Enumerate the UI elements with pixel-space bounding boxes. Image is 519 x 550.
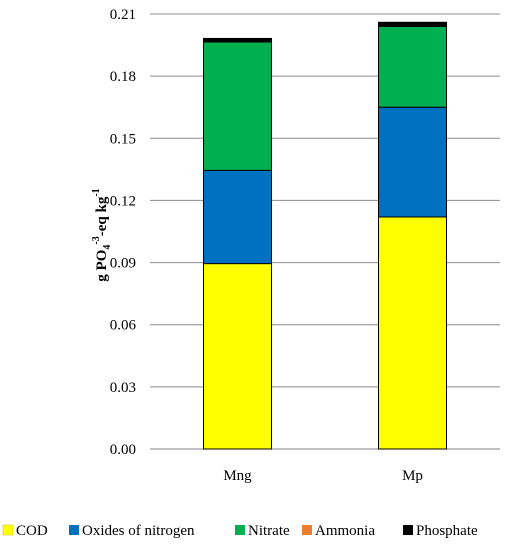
bar-segment-nitrate-mng [203,41,272,171]
x-tick-label: Mng [223,468,252,484]
y-tick-label: 0.12 [110,193,136,209]
y-axis-title-tail: -eq kg [94,196,110,236]
y-axis-title-sub: 4 [102,245,113,250]
bar-segment-phosphate-mng [203,37,272,42]
bar-segment-oxides-of-nitrogen-mng [203,169,272,265]
y-tick-label: 0.09 [110,256,136,272]
legend-label: Ammonia [315,523,375,539]
y-tick-label: 0.18 [110,69,136,85]
bar-segment-cod-mp [378,216,447,450]
legend-swatch [302,525,312,535]
legend-label: Phosphate [416,523,478,539]
y-tick-label: 0.06 [110,318,137,334]
legend-swatch [403,525,413,535]
x-tick-label: Mp [402,468,423,484]
y-axis-title: g PO4-3-eq kg-1 [91,188,113,281]
gridlines [150,13,500,450]
legend-swatch [235,525,245,535]
legend-label: Oxides of nitrogen [82,523,195,539]
bar-segment-cod-mng [203,263,272,450]
y-tick-label: 0.00 [110,442,136,458]
y-axis-title-tail-sup: -1 [91,188,102,196]
legend: COD Oxides of nitrogen Nitrate Ammonia Phosp… [2,523,478,539]
legend-label: Nitrate [248,523,290,539]
y-tick-labels: 0.00 0.03 0.06 0.09 0.12 0.15 0.18 0.21 [110,7,137,458]
bar-segment-nitrate-mp [378,25,447,108]
y-tick-label: 0.03 [110,380,136,396]
bar-segment-oxides-of-nitrogen-mp [378,106,447,218]
legend-swatch [69,525,79,535]
bar-segment-phosphate-mp [378,21,447,26]
legend-swatch [2,524,14,536]
y-axis-title-sup: -3 [91,236,102,244]
y-tick-label: 0.21 [110,7,136,23]
y-tick-label: 0.15 [110,131,136,147]
bars [203,21,447,450]
legend-label: COD [16,523,48,539]
x-tick-labels: Mng Mp [223,468,423,484]
y-axis-title-main: g PO [94,250,110,282]
